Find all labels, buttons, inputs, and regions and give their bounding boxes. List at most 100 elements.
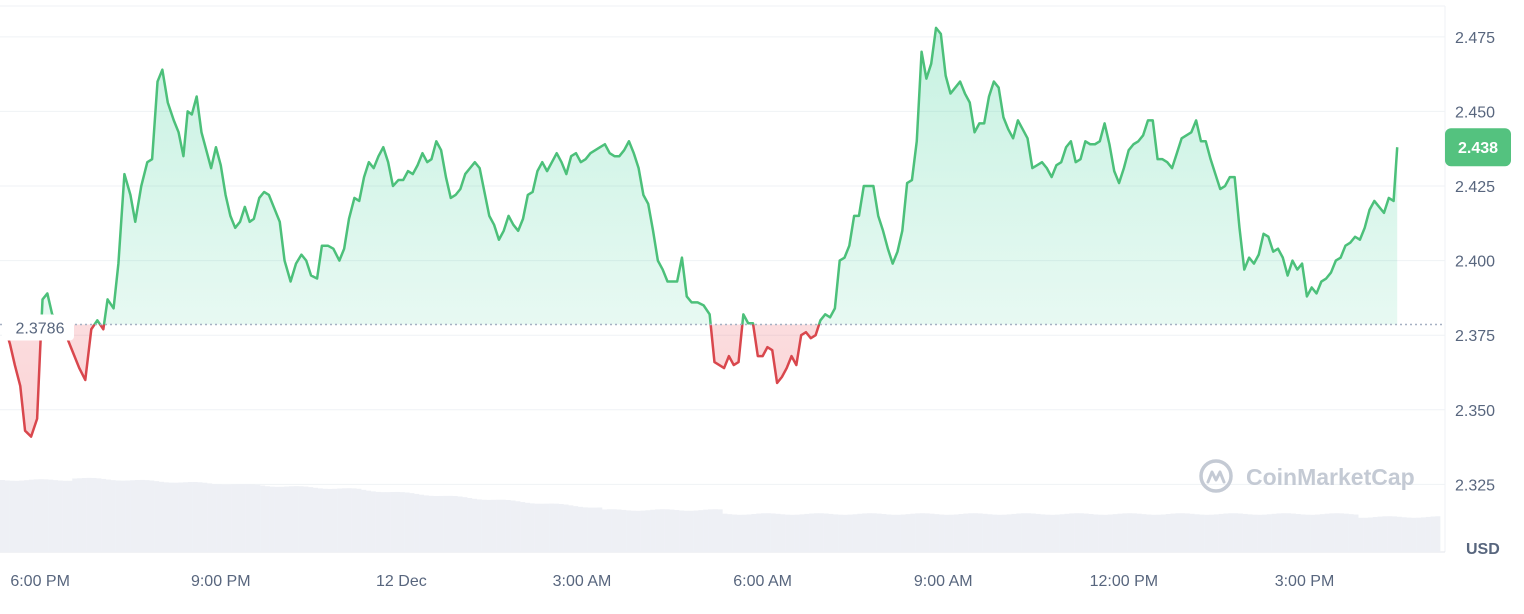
y-tick-label: 2.375 [1455,328,1495,345]
volume-bar [236,484,242,552]
volume-bar [390,492,396,552]
volume-bar [582,507,588,552]
volume-bar [48,479,54,552]
volume-bar [183,482,189,552]
volume-bar [38,479,44,552]
volume-bar [953,514,959,552]
volume-bar [385,492,391,552]
volume-bar [1343,513,1349,552]
volume-bar [818,513,824,552]
currency-label: USD [1466,541,1500,558]
volume-bar [867,513,872,552]
volume-bar [1329,513,1335,552]
volume-bar [924,513,930,552]
volume-bar [809,513,815,552]
volume-bar [828,513,834,552]
volume-bar [1093,514,1099,552]
volume-bar [515,501,521,552]
volume-bar [1025,513,1031,552]
volume-bar [1218,513,1224,552]
volume-bar [1353,514,1359,552]
volume-bar [158,481,164,552]
volume-bar [264,486,270,552]
x-tick-label: 12:00 PM [1090,573,1158,590]
volume-bar [982,513,988,552]
volume-bar [1392,516,1398,552]
volume-bar [592,507,598,552]
volume-bar [274,486,280,552]
volume-bar [1367,517,1373,552]
volume-bar [1300,514,1306,552]
volume-bar [616,509,622,552]
volume-bar [211,483,217,552]
volume-bar [664,509,670,552]
volume-bar [154,481,160,552]
baseline-price-badge-bg [2,314,74,341]
volume-bar [1310,514,1316,552]
volume-bar [101,478,107,552]
volume-bar [891,514,897,552]
volume-bar [1314,514,1320,552]
volume-bar [553,503,559,552]
volume-bar [804,513,810,552]
volume-bar [722,513,728,552]
volume-bar [81,477,87,552]
volume-bar [1387,516,1393,552]
volume-bar [1117,513,1123,552]
volume-bar [1184,513,1190,552]
volume-bar [115,480,121,552]
volume-bar [1078,513,1084,552]
volume-bar [1281,513,1287,552]
volume-bar [746,514,752,552]
volume-bar [708,509,714,552]
volume-bar [987,514,993,552]
x-tick-label: 3:00 PM [1275,573,1335,590]
volume-bar [168,482,174,552]
volume-bar [187,482,193,552]
volume-bar [1170,513,1176,552]
volume-bar [486,499,492,552]
volume-bar [1141,514,1147,552]
volume-bar [626,510,632,552]
volume-bar [105,479,111,552]
volume-bar [1160,514,1166,552]
volume-bar [1290,513,1296,552]
volume-bar [703,509,709,552]
volume-bar [1247,514,1253,552]
volume-bar [91,477,97,552]
volume-bar [573,506,579,552]
volume-bar [130,480,136,552]
volume-bar [279,486,285,552]
volume-bar [24,480,30,552]
volume-bar [674,510,680,552]
volume-bar [289,486,294,552]
volume-bar [1237,513,1243,552]
watermark: CoinMarketCap [1199,459,1415,493]
volume-bar [1045,514,1051,552]
volume-bar [361,489,367,552]
volume-bar [895,514,901,552]
volume-bar [693,510,699,552]
volume-bar [833,514,839,552]
volume-bar [221,484,227,552]
volume-bar [370,491,376,552]
volume-bar [500,499,506,552]
volume-bar [96,478,102,552]
volume-bar [602,509,608,552]
volume-bar [939,514,945,552]
volume-bar [756,513,762,552]
volume-bar [192,482,198,552]
volume-bar [322,488,328,552]
volume-bar [240,484,246,552]
volume-bar [260,485,266,552]
volume-bar [525,502,531,552]
volume-bar [414,493,420,552]
volume-bar [789,514,795,552]
volume-bar [683,510,689,552]
volume-bar [717,509,723,552]
x-tick-label: 6:00 PM [10,573,70,590]
volume-bar [510,500,516,552]
y-tick-label: 2.325 [1455,477,1495,494]
